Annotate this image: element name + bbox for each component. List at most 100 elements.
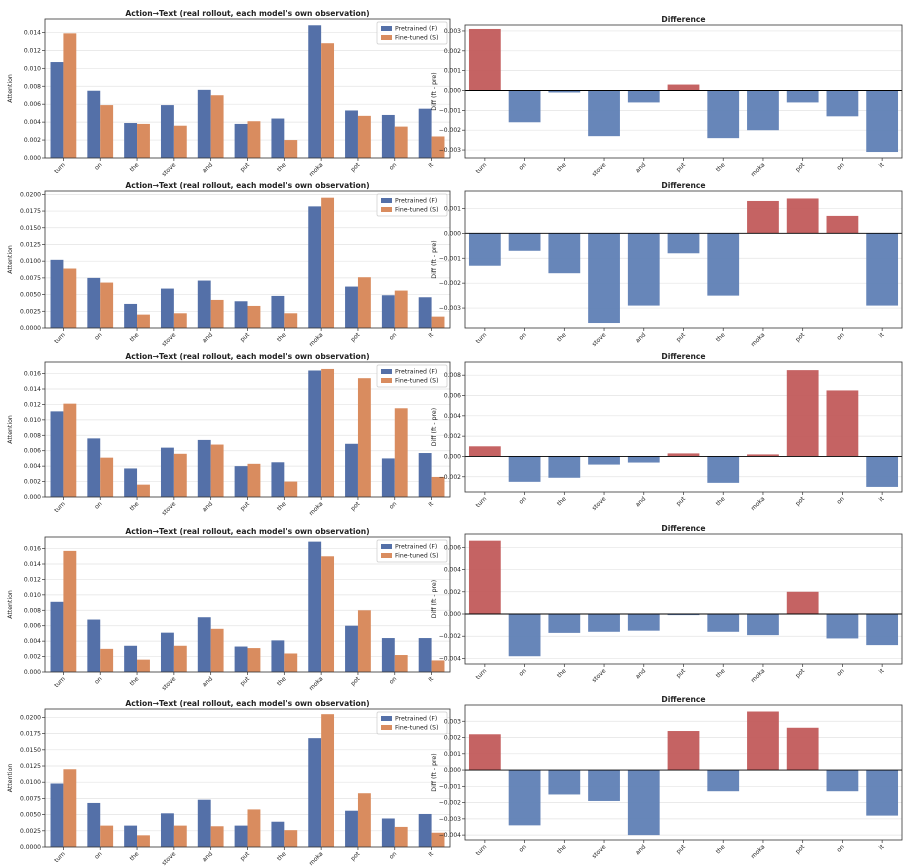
legend-label: Pretrained (F) — [395, 544, 437, 551]
finetuned-bar — [100, 825, 114, 847]
x-tick-label: moka — [308, 850, 325, 866]
x-tick-label: stove — [161, 850, 178, 866]
legend-swatch-finetuned — [381, 207, 392, 212]
diff-bar — [667, 453, 700, 457]
y-axis-label: Attention — [7, 74, 14, 103]
legend-box — [376, 193, 448, 217]
x-tick-label: and — [201, 161, 214, 174]
finetuned-bar — [210, 299, 224, 328]
pretrained-bar — [234, 646, 248, 672]
legend-swatch-pretrained — [381, 544, 392, 549]
pretrained-bar — [160, 447, 174, 497]
x-tick-label: on — [93, 675, 103, 685]
pretrained-bar — [87, 619, 101, 672]
y-tick-label: 0.016 — [24, 546, 41, 553]
x-tick-label: turn — [475, 161, 489, 175]
y-tick-label: −0.002 — [439, 800, 461, 807]
diff-bar — [627, 233, 660, 306]
finetuned-bar — [394, 408, 408, 497]
diff-bar — [508, 90, 541, 123]
finetuned-bar — [431, 832, 445, 847]
pretrained-bar — [87, 802, 101, 847]
diff-bar — [508, 614, 541, 657]
x-tick-label: on — [836, 667, 846, 677]
y-tick-label: 0.0175 — [20, 731, 41, 738]
difference-chart: −0.002 0.000 0.002 0.004 0.006 0.008 turn on the… — [431, 352, 903, 512]
finetuned-bar — [284, 830, 298, 847]
diff-bar — [826, 90, 859, 117]
x-tick-label: put — [675, 843, 687, 855]
x-tick-label: on — [518, 161, 528, 171]
y-axis-label: Attention — [7, 590, 14, 619]
diff-bar — [747, 454, 779, 457]
x-tick-label: on — [388, 850, 398, 860]
pretrained-bar — [418, 813, 432, 847]
y-tick-label: 0.012 — [24, 47, 41, 54]
chart-title: Difference — [661, 352, 705, 361]
difference-chart: −0.003 −0.002 −0.001 0.000 0.001 turn on the sto… — [431, 181, 903, 348]
x-tick-label: and — [201, 675, 214, 688]
pretrained-bar — [234, 123, 248, 158]
legend-swatch-pretrained — [381, 198, 392, 203]
y-tick-label: 0.004 — [24, 638, 41, 645]
pretrained-bar — [87, 90, 101, 158]
y-tick-label: 0.001 — [444, 205, 461, 212]
finetuned-bar — [321, 43, 335, 158]
chart-title: Action→Text (real rollout, each model's … — [125, 527, 369, 536]
x-tick-label: and — [634, 161, 647, 174]
finetuned-bar — [357, 610, 371, 672]
pretrained-bar — [124, 645, 138, 672]
x-tick-label: stove — [591, 495, 608, 512]
difference-chart: −0.004 −0.003 −0.002 −0.001 0.000 0.001 0.002 0… — [431, 695, 903, 860]
pretrained-bar — [381, 638, 395, 672]
attention-chart: 0.000 0.002 0.004 0.006 0.008 0.010 0.012 0.014… — [7, 352, 451, 517]
y-tick-label: 0.0000 — [20, 844, 41, 851]
finetuned-bar — [394, 655, 408, 672]
x-tick-label: and — [201, 500, 214, 513]
legend-swatch-finetuned — [381, 725, 392, 730]
y-tick-label: 0.003 — [444, 28, 461, 35]
finetuned-bar — [173, 453, 187, 497]
x-tick-label: pot — [349, 500, 361, 512]
x-tick-label: put — [239, 850, 251, 862]
x-tick-label: turn — [53, 331, 67, 345]
diff-bar — [508, 233, 541, 251]
x-tick-label: on — [93, 161, 103, 171]
finetuned-bar — [247, 463, 261, 497]
y-tick-label: 0.008 — [24, 83, 41, 90]
pretrained-bar — [345, 110, 358, 158]
x-tick-label: the — [715, 331, 727, 343]
x-tick-label: it — [427, 850, 435, 858]
y-tick-label: 0.004 — [444, 413, 461, 420]
finetuned-bar — [210, 95, 224, 158]
x-tick-label: moka — [750, 667, 767, 684]
x-tick-label: the — [715, 667, 727, 679]
finetuned-bar — [63, 403, 77, 497]
x-tick-label: stove — [591, 331, 608, 348]
diff-bar — [826, 614, 859, 639]
x-tick-label: turn — [475, 667, 489, 681]
pretrained-bar — [50, 411, 64, 497]
x-tick-label: the — [276, 331, 288, 343]
legend-label: Fine-tuned (S) — [395, 35, 439, 42]
pretrained-bar — [418, 453, 432, 497]
y-tick-label: −0.002 — [439, 127, 461, 134]
pretrained-bar — [308, 25, 322, 158]
x-tick-label: turn — [53, 500, 67, 514]
finetuned-bar — [394, 126, 408, 158]
y-tick-label: 0.000 — [24, 155, 41, 162]
finetuned-bar — [173, 125, 187, 158]
pretrained-bar — [418, 638, 432, 672]
diff-bar — [627, 614, 660, 631]
diff-bar — [747, 711, 779, 771]
pretrained-bar — [345, 625, 358, 672]
diff-bar — [707, 614, 740, 632]
x-tick-label: the — [129, 850, 141, 862]
diff-bar — [786, 370, 819, 457]
y-axis-label: Diff (ft - pre) — [431, 753, 438, 791]
legend-box — [376, 539, 448, 563]
diff-bar — [588, 233, 620, 324]
diff-bar — [707, 233, 740, 296]
difference-chart: −0.004 −0.002 0.000 0.002 0.004 0.006 turn on th… — [431, 524, 903, 684]
pretrained-bar — [197, 617, 211, 672]
